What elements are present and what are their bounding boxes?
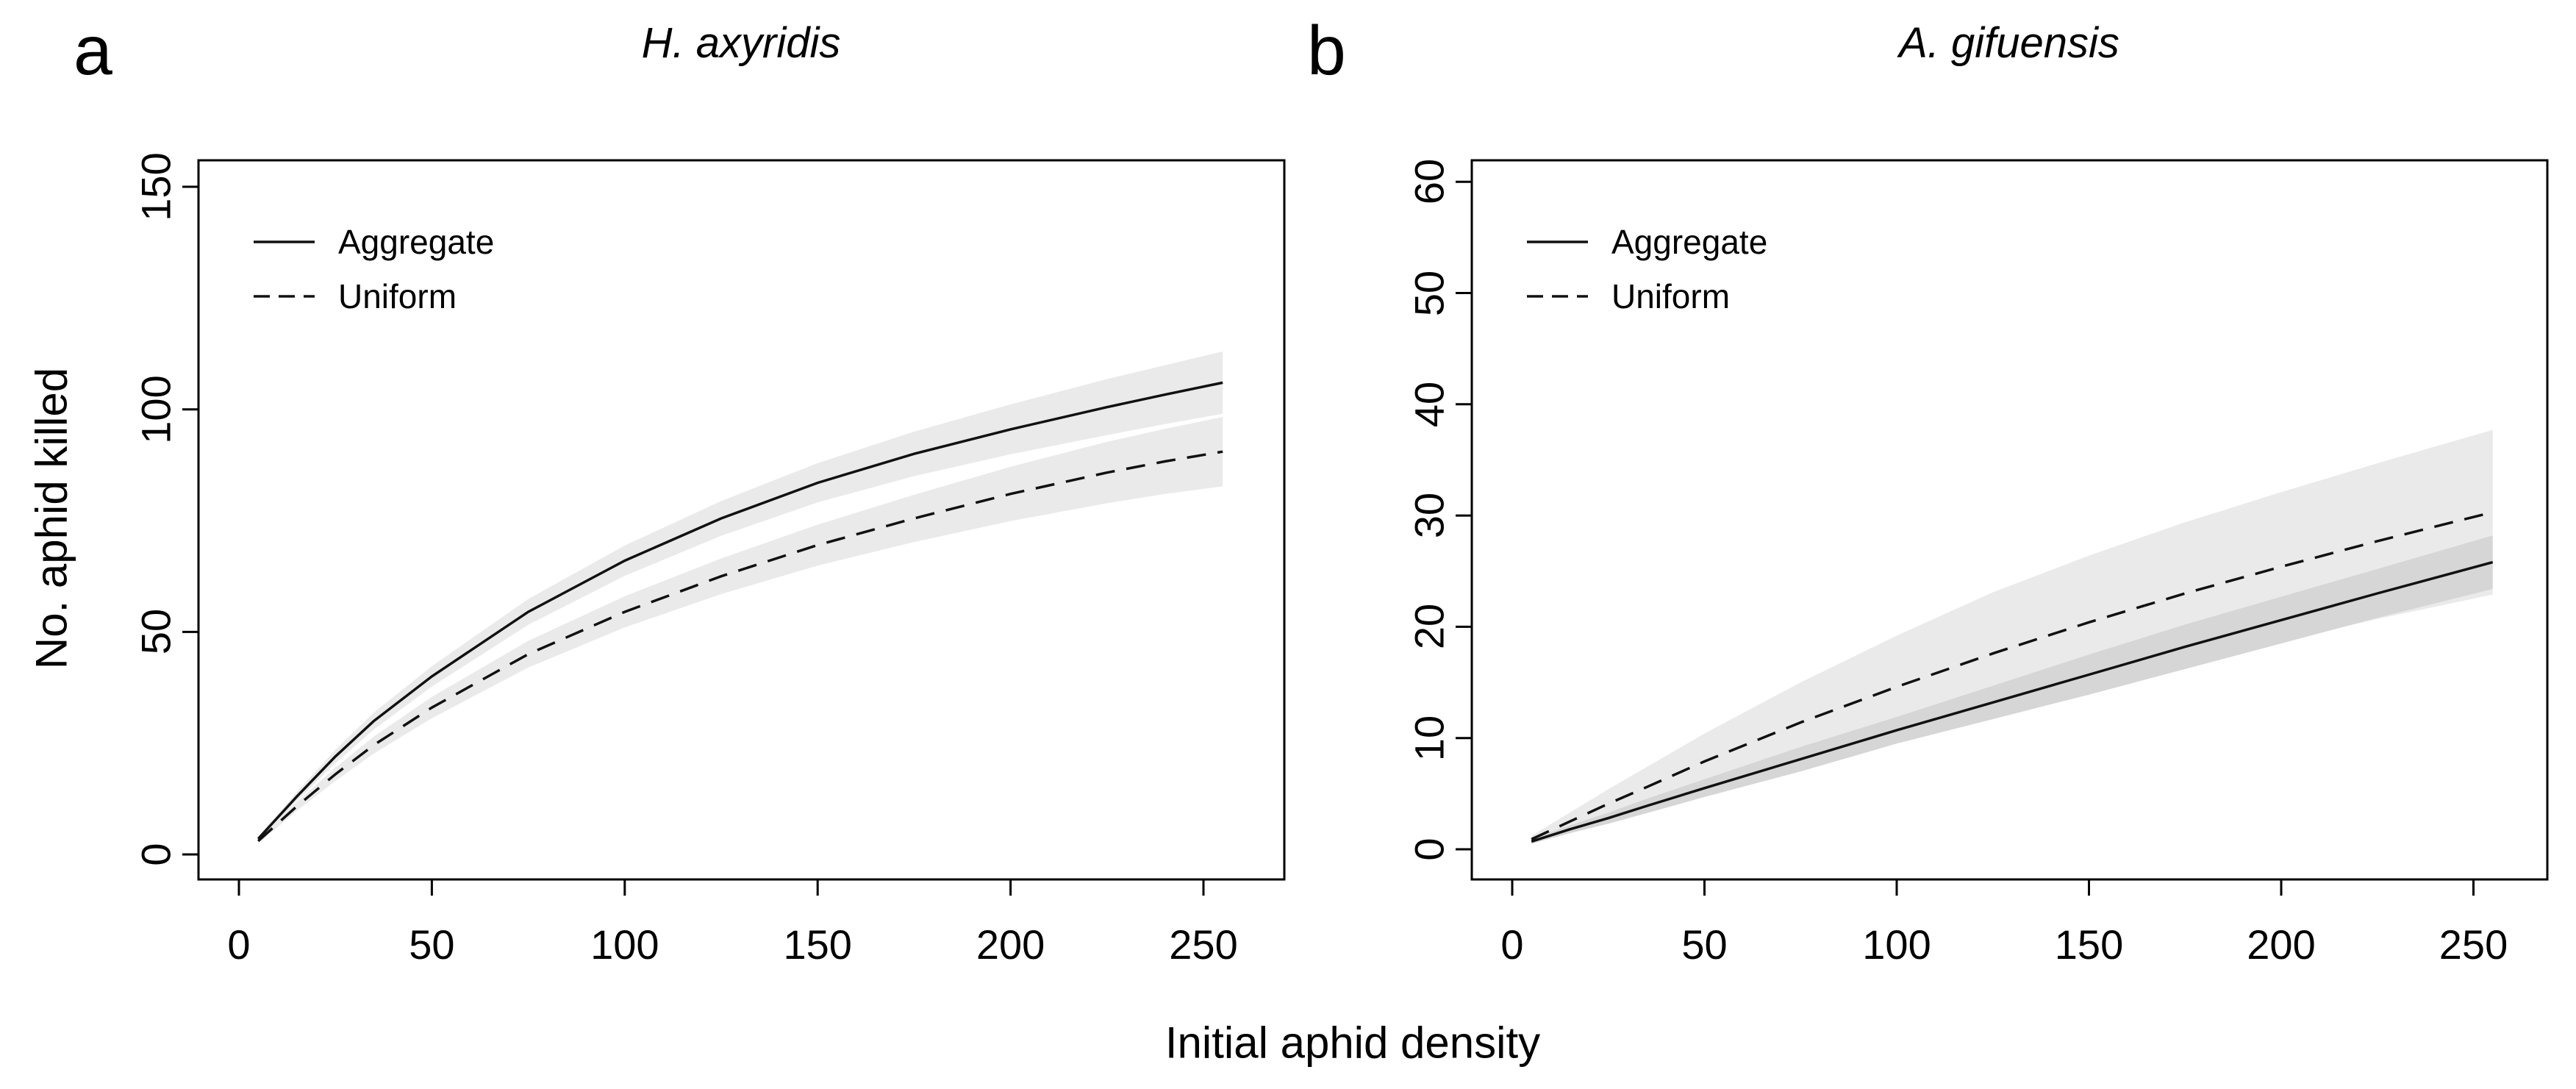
x-tick-label: 50 bbox=[1681, 921, 1728, 968]
panel-b-title: A. gifuensis bbox=[1899, 19, 2119, 67]
y-tick-label: 20 bbox=[1406, 604, 1453, 650]
x-tick-label: 200 bbox=[2247, 921, 2316, 968]
panel-b-label: b bbox=[1307, 12, 1346, 90]
x-tick-label: 250 bbox=[1169, 921, 1238, 968]
panel-a-title: H. axyridis bbox=[641, 19, 841, 67]
ci-band-uniform bbox=[258, 417, 1223, 843]
x-tick-label: 250 bbox=[2439, 921, 2508, 968]
x-tick-label: 50 bbox=[409, 921, 455, 968]
x-tick-label: 0 bbox=[227, 921, 251, 968]
y-tick-label: 150 bbox=[132, 152, 179, 221]
legend-label-uniform: Uniform bbox=[338, 277, 457, 315]
plot-box bbox=[197, 159, 1286, 881]
y-tick-label: 40 bbox=[1406, 381, 1453, 427]
plot-box bbox=[1470, 159, 2549, 881]
curve-uniform bbox=[1531, 510, 2494, 840]
x-tick-label: 100 bbox=[1862, 921, 1931, 968]
panel-a-label: a bbox=[74, 12, 112, 90]
y-tick-label: 100 bbox=[132, 374, 179, 444]
y-tick-label: 0 bbox=[132, 843, 179, 866]
curve-uniform bbox=[257, 450, 1223, 843]
legend-label-aggregate: Aggregate bbox=[338, 223, 495, 261]
curve-aggregate bbox=[257, 381, 1223, 840]
x-tick-label: 0 bbox=[1500, 921, 1524, 968]
x-axis-label: Initial aphid density bbox=[1164, 1018, 1541, 1068]
y-tick-label: 50 bbox=[132, 609, 179, 655]
y-tick-label: 30 bbox=[1406, 492, 1453, 539]
curve-aggregate bbox=[1531, 560, 2494, 843]
x-tick-label: 100 bbox=[590, 921, 659, 968]
y-tick-label: 10 bbox=[1406, 715, 1453, 761]
legend-label-aggregate: Aggregate bbox=[1611, 223, 1768, 261]
y-axis-label: No. aphid killed bbox=[26, 367, 76, 670]
ci-band-uniform bbox=[1531, 429, 2493, 843]
legend-label-uniform: Uniform bbox=[1611, 277, 1731, 315]
y-tick-label: 0 bbox=[1406, 838, 1453, 861]
y-tick-label: 60 bbox=[1406, 159, 1453, 205]
x-tick-label: 200 bbox=[976, 921, 1045, 968]
x-tick-label: 150 bbox=[2054, 921, 2124, 968]
y-tick-label: 50 bbox=[1406, 270, 1453, 316]
x-tick-label: 150 bbox=[783, 921, 852, 968]
ci-band-aggregate bbox=[258, 351, 1223, 841]
